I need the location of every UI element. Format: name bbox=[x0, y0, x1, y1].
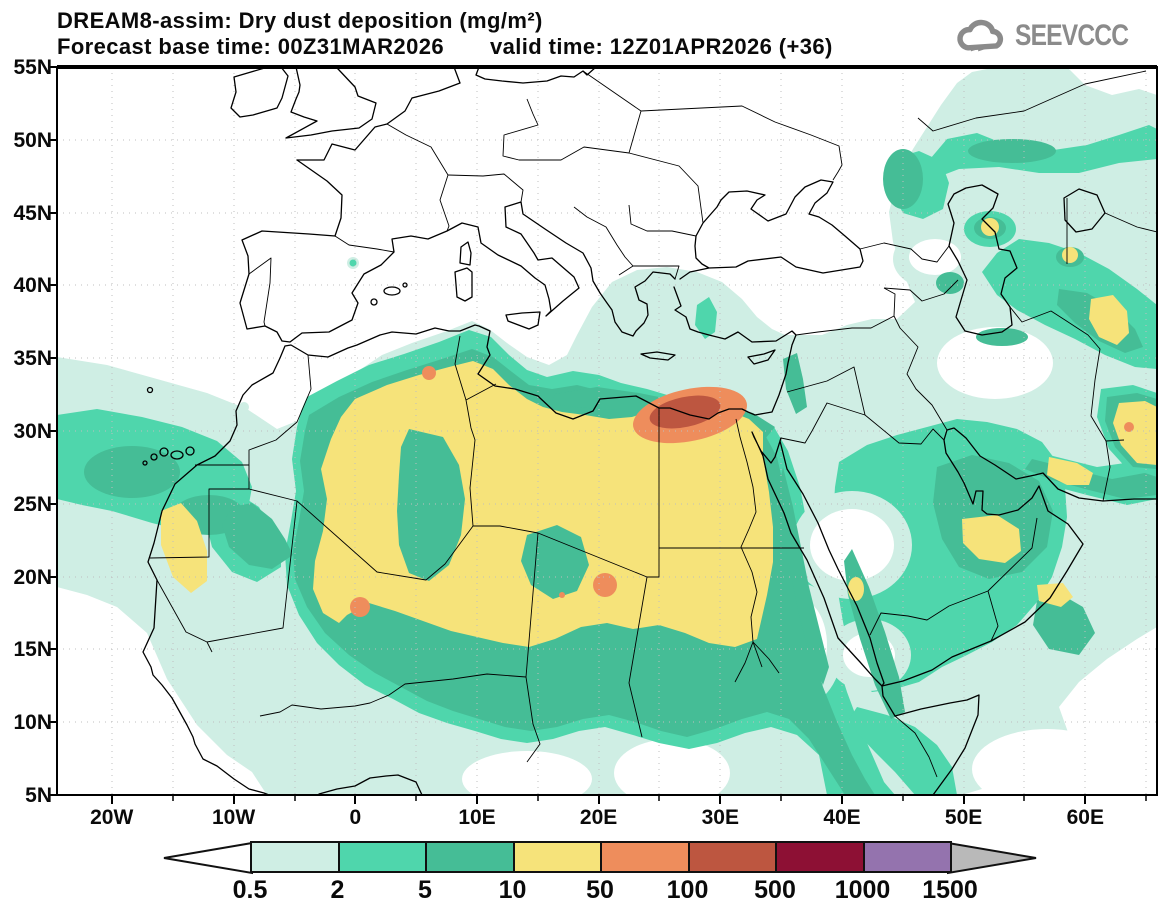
dust-deposition-field bbox=[57, 67, 1157, 795]
lon-tick-label: 20E bbox=[579, 806, 618, 829]
legend-box bbox=[775, 841, 865, 873]
legend-box bbox=[337, 841, 427, 873]
legend-box bbox=[862, 841, 952, 873]
page-title: DREAM8-assim: Dry dust deposition (mg/m²… bbox=[57, 8, 543, 33]
legend-value: 10 bbox=[498, 876, 527, 904]
lat-tick-label: 55N bbox=[13, 56, 52, 79]
legend-box bbox=[425, 841, 515, 873]
legend-value: 0.5 bbox=[232, 876, 268, 904]
forecast-base-time: Forecast base time: 00Z31MAR2026 bbox=[57, 34, 444, 59]
legend-box bbox=[512, 841, 602, 873]
lon-tick-label: 30E bbox=[701, 806, 739, 829]
logo-text: SEEVCCC bbox=[1014, 19, 1129, 52]
cloud-icon bbox=[957, 19, 1004, 52]
lon-tick-label: 50E bbox=[944, 806, 983, 829]
legend-value: 500 bbox=[754, 876, 796, 904]
legend-box bbox=[250, 841, 340, 873]
lat-tick-label: 15N bbox=[13, 638, 52, 662]
legend-value: 2 bbox=[330, 876, 345, 904]
lon-tick-label: 40E bbox=[823, 806, 861, 829]
subtitle: Forecast base time: 00Z31MAR2026 valid ti… bbox=[57, 34, 833, 60]
lat-tick-label: 30N bbox=[13, 420, 52, 443]
graticule bbox=[57, 67, 1157, 795]
lon-tick-label: 60E bbox=[1066, 806, 1104, 829]
legend-value: 1500 bbox=[922, 876, 978, 904]
lon-tick-label: 20W bbox=[90, 806, 134, 829]
country-borders bbox=[149, 70, 1157, 778]
legend-right-arrow bbox=[947, 841, 1037, 875]
coastlines bbox=[142, 67, 1157, 795]
forecast-map bbox=[48, 65, 1158, 804]
valid-time: valid time: 12Z01APR2026 (+36) bbox=[489, 34, 833, 59]
lon-tick-label: 10E bbox=[458, 806, 496, 829]
lat-tick-label: 5N bbox=[25, 784, 52, 807]
lon-tick-label: 10W bbox=[212, 806, 256, 829]
lat-tick-label: 35N bbox=[13, 347, 52, 371]
legend-value: 5 bbox=[418, 876, 432, 904]
lat-tick-label: 50N bbox=[13, 128, 52, 152]
map-frame bbox=[48, 65, 1158, 804]
legend-value: 100 bbox=[666, 876, 709, 904]
lon-tick-label: 0 bbox=[349, 806, 362, 829]
legend-value: 1000 bbox=[834, 876, 891, 904]
legend-box bbox=[600, 841, 690, 873]
lat-tick-label: 20N bbox=[13, 565, 52, 589]
lat-tick-label: 25N bbox=[13, 492, 52, 516]
seevccc-logo: SEEVCCC bbox=[951, 16, 1153, 56]
legend-left-arrow bbox=[163, 841, 253, 875]
legend-value: 50 bbox=[586, 876, 614, 904]
lat-tick-label: 10N bbox=[13, 711, 52, 735]
legend-box bbox=[687, 841, 777, 873]
lat-tick-label: 40N bbox=[13, 274, 52, 298]
lat-tick-label: 45N bbox=[13, 201, 52, 225]
